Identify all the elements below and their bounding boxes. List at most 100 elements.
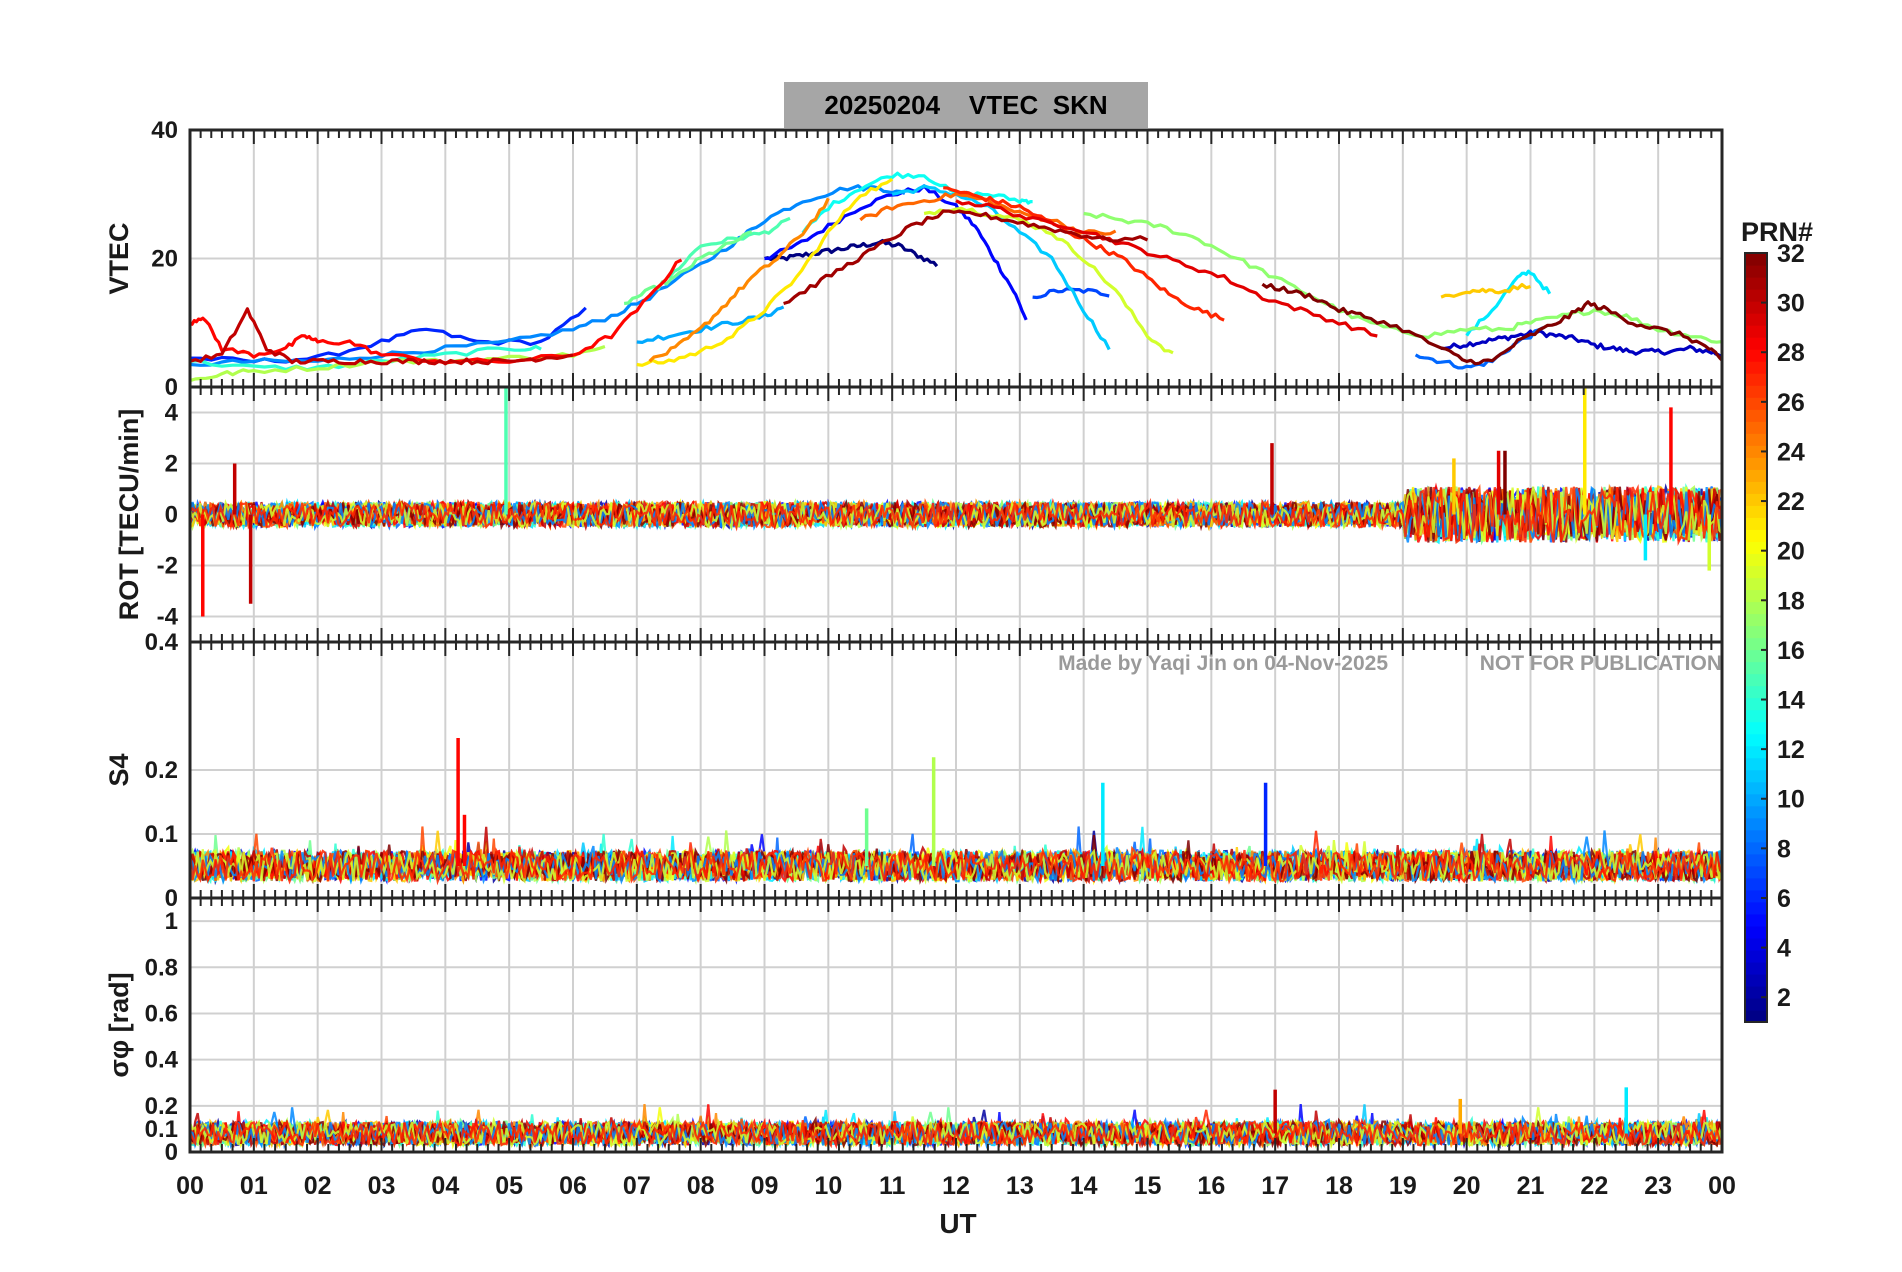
x-tick-label: 23 — [1644, 1172, 1672, 1200]
x-tick-label: 22 — [1580, 1172, 1608, 1200]
watermark-right: NOT FOR PUBLICATION — [1480, 652, 1722, 675]
colorbar-cell — [1745, 721, 1767, 735]
colorbar-cell — [1745, 469, 1767, 482]
series-prn-1 — [764, 238, 939, 268]
y-tick-label: 40 — [151, 117, 178, 144]
series-prn-16 — [623, 230, 753, 306]
colorbar-tick-label: 30 — [1777, 290, 1805, 318]
colorbar-cell — [1745, 529, 1767, 542]
colorbar-cell — [1745, 505, 1767, 518]
colorbar-tick-label: 18 — [1777, 587, 1805, 615]
colorbar-cell — [1745, 325, 1767, 338]
colorbar-cell — [1745, 865, 1767, 879]
y-tick-label: 0 — [165, 1139, 178, 1166]
colorbar-cell — [1745, 937, 1767, 951]
colorbar-frame — [1744, 252, 1768, 1023]
colorbar-tick-label: 14 — [1777, 687, 1805, 715]
x-tick-label: 03 — [368, 1172, 396, 1200]
y-tick-label: 0.1 — [145, 1116, 178, 1143]
x-tick-label: 01 — [240, 1172, 268, 1200]
y-tick-label: 0 — [165, 885, 178, 912]
x-tick-label: 14 — [1070, 1172, 1098, 1200]
colorbar-cell — [1745, 301, 1767, 314]
series-prn-32 — [1261, 282, 1722, 366]
colorbar-cell — [1745, 601, 1767, 615]
x-tick-label: 12 — [942, 1172, 970, 1200]
colorbar-cell — [1745, 913, 1767, 927]
series-prn-31 — [783, 209, 1149, 306]
colorbar-cell — [1745, 421, 1767, 434]
noise-series-prn-27 — [190, 830, 1722, 886]
colorbar-cell — [1745, 733, 1767, 747]
colorbar-cell — [1745, 877, 1767, 891]
x-tick-label: 00 — [1708, 1172, 1736, 1200]
colorbar-cell — [1745, 961, 1767, 975]
x-tick-label: 13 — [1006, 1172, 1034, 1200]
colorbar-cell — [1745, 709, 1767, 723]
series-prn-19 — [923, 206, 1174, 355]
colorbar-cell — [1745, 649, 1767, 663]
x-tick-label: 20 — [1453, 1172, 1481, 1200]
series-prn-21 — [636, 177, 894, 367]
colorbar-cell — [1745, 757, 1767, 771]
colorbar-cell — [1745, 553, 1767, 567]
data-VTEC — [190, 171, 1722, 383]
colorbar-cell — [1745, 685, 1767, 699]
y-tick-label: 0 — [165, 374, 178, 401]
colorbar-tick-label: 2 — [1777, 984, 1791, 1012]
x-axis-label: UT — [939, 1208, 976, 1239]
colorbar-cell — [1745, 409, 1767, 422]
colorbar-cell — [1745, 1009, 1767, 1023]
colorbar-cell — [1745, 829, 1767, 843]
colorbar-cell — [1745, 589, 1767, 603]
colorbar-cell — [1745, 517, 1767, 530]
y-tick-label: 0.1 — [145, 821, 178, 848]
panel-sigma_phi: 00.10.2 0.4 0.6 0.8 1 σφ [rad] — [104, 896, 1724, 1166]
x-tick-label: 17 — [1261, 1172, 1289, 1200]
series-prn-17 — [1083, 211, 1722, 344]
colorbar-tick-label: 26 — [1777, 389, 1805, 417]
series-prn-9 — [190, 184, 906, 367]
x-tick-label: 05 — [495, 1172, 523, 1200]
colorbar-cell — [1745, 973, 1767, 987]
colorbar-cell — [1745, 925, 1767, 939]
colorbar-tick-label: 24 — [1777, 438, 1805, 466]
colorbar-cell — [1745, 949, 1767, 963]
colorbar-cell — [1745, 253, 1767, 266]
colorbar-cell — [1745, 349, 1767, 362]
x-tick-label: 16 — [1197, 1172, 1225, 1200]
series-prn-22 — [1440, 282, 1531, 299]
colorbar-label: PRN# — [1741, 217, 1813, 247]
y-tick-label: -2 — [157, 553, 178, 580]
y-axis-label-ROT: ROT [TECU/min] — [114, 409, 144, 620]
colorbar-cell — [1745, 613, 1767, 627]
data-ROT — [190, 387, 1722, 617]
colorbar-tick-label: 16 — [1777, 637, 1805, 665]
series-prn-24 — [648, 197, 830, 363]
colorbar-cell — [1745, 769, 1767, 783]
y-axis-label-VTEC: VTEC — [104, 222, 134, 294]
y-tick-label: 0.8 — [145, 954, 178, 981]
colorbar-cell — [1745, 361, 1767, 374]
x-tick-label: 18 — [1325, 1172, 1353, 1200]
series-prn-13 — [801, 171, 1033, 234]
y-tick-label: 0.2 — [145, 1093, 178, 1120]
colorbar-tick-label: 12 — [1777, 736, 1805, 764]
series-prn-29 — [955, 199, 1378, 338]
colorbar-cell — [1745, 793, 1767, 807]
x-tick-label: 09 — [751, 1172, 779, 1200]
x-tick-label: 11 — [879, 1172, 906, 1200]
y-tick-label: 0.6 — [145, 1000, 178, 1027]
colorbar-cell — [1745, 445, 1767, 458]
y-tick-label: 1 — [165, 908, 178, 935]
colorbar-tick-label: 10 — [1777, 786, 1805, 814]
series-prn-28 — [190, 258, 683, 365]
colorbar-cell — [1745, 277, 1767, 290]
colorbar-cell — [1745, 817, 1767, 831]
colorbar-cell — [1745, 433, 1767, 446]
colorbar-tick-label: 22 — [1777, 488, 1805, 516]
colorbar-cell — [1745, 805, 1767, 819]
colorbar-cell — [1745, 841, 1767, 855]
